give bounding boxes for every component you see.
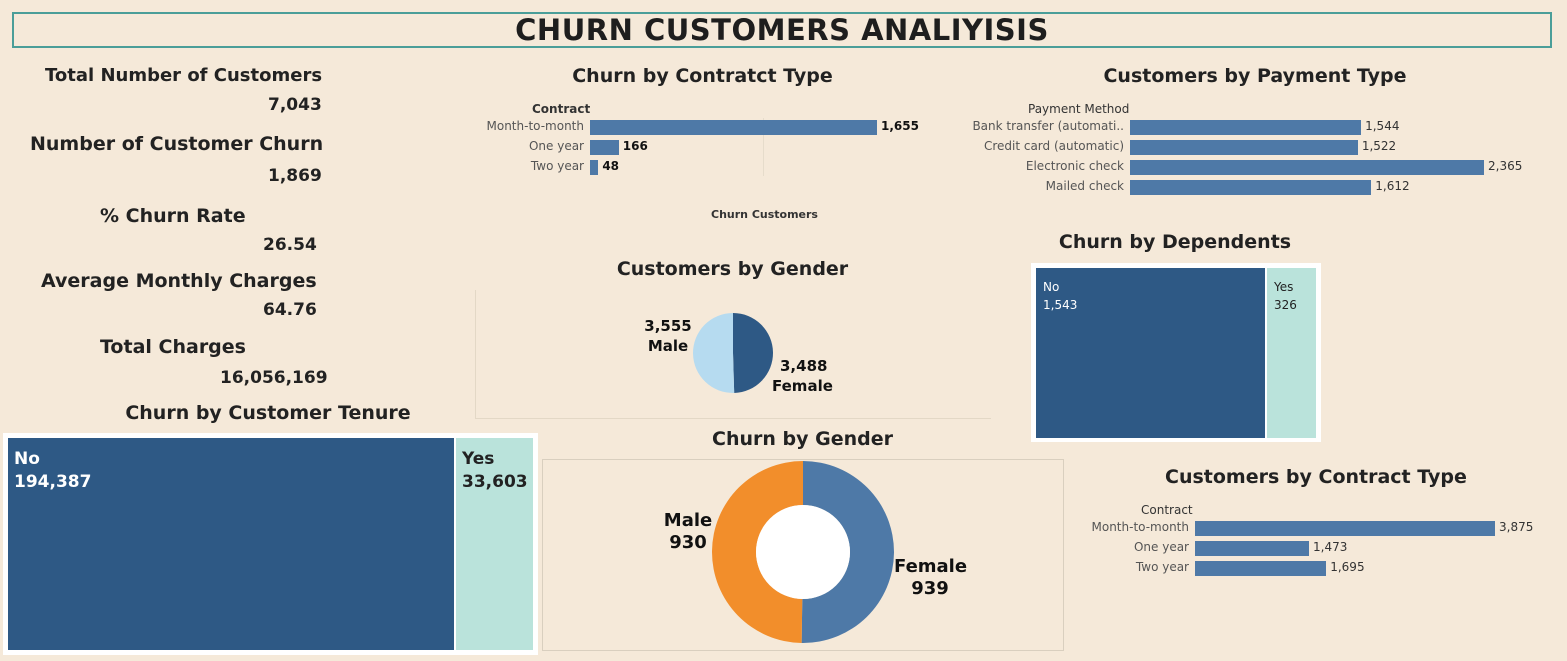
bar-one-year (1195, 541, 1310, 556)
slice-female (801, 461, 894, 643)
treemap-value-no: 1,543 (1043, 298, 1078, 312)
customers-by-payment-axis-title: Payment Method (1028, 102, 1130, 116)
kpi-churn-rate-value: 26.54 (263, 235, 317, 255)
kpi-churn-count-value: 1,869 (268, 166, 322, 186)
kpi-churn-count-label: Number of Customer Churn (30, 133, 324, 155)
treemap-tile-no (1036, 268, 1265, 438)
treemap-value-no: 194,387 (14, 472, 92, 492)
customers-by-contract-title: Customers by Contract Type (1165, 466, 1467, 488)
bar-label-one-year: One year (528, 139, 584, 153)
pie-female-value: 3,488 (780, 357, 828, 375)
bar-label-month-to-month: Month-to-month (1091, 520, 1190, 534)
kpi-avg-monthly-label: Average Monthly Charges (41, 270, 317, 292)
treemap-value-yes: 326 (1274, 298, 1297, 312)
kpi-total-customers-label: Total Number of Customers (45, 65, 323, 86)
bar-month-to-month (590, 120, 877, 135)
bar-month-to-month (1195, 521, 1495, 536)
donut-label-female: Female 939 (894, 556, 968, 600)
dashboard-title-box: CHURN CUSTOMERS ANALIYISIS (12, 12, 1552, 48)
customers-by-contract-axis-title: Contract (1141, 503, 1193, 517)
bar-value-two-year: 48 (602, 159, 620, 173)
kpi-churn-rate-label: % Churn Rate (100, 205, 246, 227)
donut-label-male: Male 930 (660, 510, 716, 554)
bar-value-bank-transfer-automati: 1,544 (1365, 119, 1400, 133)
bar-electronic-check (1130, 160, 1484, 175)
churn-by-contract-divider (763, 118, 764, 176)
treemap-label-no: No (1043, 280, 1060, 294)
bar-two-year (1195, 561, 1327, 576)
treemap-value-yes: 33,603 (462, 472, 528, 492)
bar-label-month-to-month: Month-to-month (486, 119, 585, 133)
slice-male (711, 461, 803, 643)
churn-by-gender-donut (711, 461, 894, 643)
bar-label-electronic-check: Electronic check (1025, 159, 1124, 173)
customers-by-gender-title: Customers by Gender (616, 258, 849, 280)
treemap-label-yes: Yes (1274, 280, 1294, 294)
bar-value-credit-card-automatic: 1,522 (1361, 139, 1397, 153)
treemap-label-yes: Yes (462, 449, 495, 469)
treemap-label-no: No (14, 449, 40, 469)
bar-label-one-year: One year (1133, 540, 1189, 554)
donut-male-name: Male (663, 510, 713, 531)
customers-by-payment-title: Customers by Payment Type (1103, 65, 1407, 87)
bar-one-year (590, 140, 619, 155)
donut-female-name: Female (894, 556, 968, 577)
donut-male-value: 930 (669, 532, 707, 553)
bar-value-two-year: 1,695 (1330, 560, 1365, 574)
slice-male (693, 313, 735, 393)
bar-label-bank-transfer-automati: Bank transfer (automati.. (972, 119, 1124, 133)
churn-by-contract-x-axis-title: Churn Customers (711, 208, 818, 221)
bar-label-two-year: Two year (1135, 560, 1189, 574)
bar-bank-transfer-automati (1130, 120, 1362, 135)
churn-by-gender-frame (542, 459, 1064, 651)
donut-hole (756, 505, 850, 599)
customers-by-gender-frame (475, 290, 991, 419)
kpi-avg-monthly-value: 64.76 (263, 300, 317, 320)
pie-label-female: 3,488 Female (772, 356, 833, 396)
churn-by-dependents-title: Churn by Dependents (1058, 231, 1292, 253)
bar-value-electronic-check: 2,365 (1488, 159, 1523, 173)
bar-credit-card-automatic (1130, 140, 1358, 155)
treemap-tile-no (8, 438, 454, 650)
donut-female-value: 939 (911, 578, 949, 599)
bar-label-mailed-check: Mailed check (1045, 179, 1124, 193)
churn-by-gender-title: Churn by Gender (712, 428, 893, 450)
bar-value-one-year: 1,473 (1313, 540, 1348, 554)
churn-by-contract-title: Churn by Contratct Type (572, 65, 833, 87)
bar-mailed-check (1130, 180, 1372, 195)
churn-by-tenure-title: Churn by Customer Tenure (125, 402, 411, 424)
customers-by-gender-pie (693, 313, 774, 393)
pie-label-male: 3,555 Male (640, 316, 696, 356)
pie-male-name: Male (647, 337, 689, 355)
pie-female-name: Female (772, 377, 833, 395)
kpi-total-charges-value: 16,056,169 (220, 368, 328, 388)
churn-by-contract-axis-title: Contract (532, 102, 591, 116)
kpi-total-charges-label: Total Charges (100, 336, 246, 358)
bar-value-month-to-month: 1,655 (881, 119, 919, 133)
pie-male-value: 3,555 (644, 317, 692, 335)
treemap-tile-yes (1267, 268, 1316, 438)
slice-female (733, 313, 774, 393)
dashboard-title: CHURN CUSTOMERS ANALIYISIS (515, 13, 1049, 47)
treemap-tile-yes (456, 438, 533, 650)
kpi-total-customers-value: 7,043 (268, 95, 322, 115)
bar-value-mailed-check: 1,612 (1375, 179, 1410, 193)
bar-value-one-year: 166 (622, 139, 648, 153)
bar-value-month-to-month: 3,875 (1499, 520, 1534, 534)
bar-label-two-year: Two year (530, 159, 584, 173)
bar-two-year (590, 160, 599, 175)
bar-label-credit-card-automatic: Credit card (automatic) (983, 139, 1124, 153)
